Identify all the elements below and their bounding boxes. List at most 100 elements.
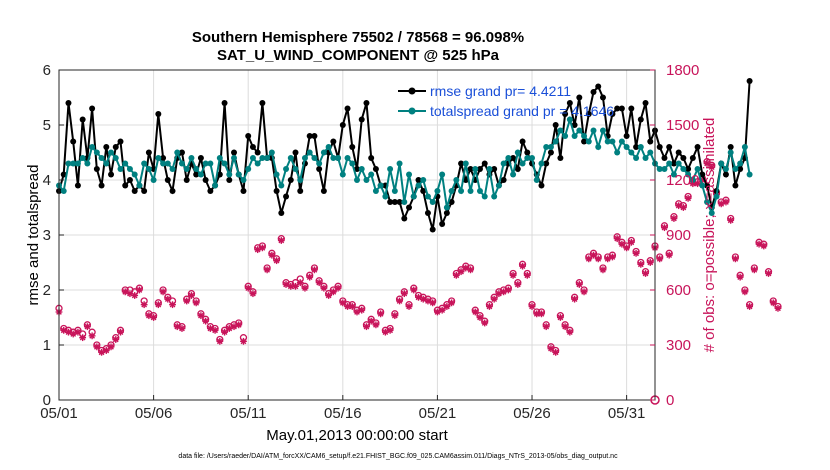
y-right-tick-label: 1800 bbox=[666, 62, 699, 79]
totalspread-point bbox=[519, 160, 526, 167]
rmse-point bbox=[595, 83, 602, 90]
obs-assimilated-point bbox=[486, 303, 493, 310]
totalspread-point bbox=[599, 127, 606, 134]
totalspread-point bbox=[566, 116, 573, 123]
rmse-point bbox=[368, 155, 375, 161]
totalspread-point bbox=[358, 166, 365, 172]
rmse-point bbox=[576, 94, 583, 101]
rmse-point bbox=[462, 177, 469, 183]
obs-assimilated-point bbox=[561, 323, 569, 331]
totalspread-point bbox=[212, 182, 219, 189]
obs-assimilated-point bbox=[400, 290, 408, 298]
rmse-point bbox=[240, 188, 247, 194]
obs-assimilated-point bbox=[192, 299, 200, 307]
rmse-point bbox=[221, 100, 228, 106]
totalspread-point bbox=[316, 160, 323, 167]
obs-assimilated-point bbox=[429, 299, 437, 307]
obs-assimilated-point bbox=[504, 286, 512, 294]
obs-assimilated-point bbox=[750, 266, 758, 274]
obs-assimilated-point bbox=[547, 345, 555, 353]
totalspread-point bbox=[500, 160, 507, 167]
obs-assimilated-point bbox=[760, 242, 768, 250]
totalspread-point bbox=[354, 177, 360, 183]
obs-assimilated-point bbox=[509, 271, 517, 279]
rmse-point bbox=[278, 210, 285, 216]
rmse-point bbox=[79, 116, 86, 123]
rmse-point bbox=[406, 204, 413, 211]
totalspread-point bbox=[472, 166, 479, 172]
totalspread-point bbox=[406, 171, 413, 178]
obs-assimilated-point bbox=[93, 343, 101, 351]
rmse-point bbox=[510, 155, 517, 161]
obs-assimilated-point bbox=[334, 284, 342, 292]
rmse-point bbox=[387, 199, 394, 205]
rmse-point bbox=[481, 160, 488, 167]
totalspread-point bbox=[524, 155, 531, 161]
totalspread-point bbox=[160, 160, 167, 167]
rmse-point bbox=[623, 133, 630, 139]
obs-assimilated-point bbox=[268, 251, 276, 259]
rmse-point bbox=[372, 166, 379, 172]
totalspread-point bbox=[259, 155, 266, 161]
totalspread-point bbox=[458, 188, 465, 194]
totalspread-point bbox=[79, 155, 86, 161]
totalspread-point bbox=[581, 133, 588, 139]
totalspread-point bbox=[685, 171, 692, 178]
obs-assimilated-point bbox=[448, 299, 456, 307]
obs-assimilated-point bbox=[765, 270, 772, 277]
rmse-point bbox=[283, 193, 290, 200]
obs-assimilated-point bbox=[221, 328, 228, 336]
totalspread-point bbox=[268, 149, 275, 156]
obs-assimilated-point bbox=[367, 317, 375, 325]
rmse-point bbox=[415, 177, 422, 183]
obs-assimilated-point bbox=[632, 249, 640, 257]
obs-assimilated-point bbox=[575, 281, 583, 288]
totalspread-point bbox=[108, 149, 115, 156]
chart-subtitle: SAT_U_WIND_COMPONENT @ 525 hPa bbox=[217, 47, 500, 64]
y-right-tick-label: 600 bbox=[666, 282, 691, 299]
rmse-point bbox=[666, 144, 673, 150]
obs-assimilated-point bbox=[741, 288, 749, 296]
rmse-point bbox=[628, 105, 635, 112]
rmse-point bbox=[467, 166, 474, 172]
obs-assimilated-point bbox=[377, 310, 385, 318]
totalspread-point bbox=[188, 155, 195, 161]
obs-assimilated-point bbox=[183, 297, 191, 305]
obs-assimilated-point bbox=[74, 328, 82, 336]
rmse-point bbox=[259, 100, 266, 106]
legend-rmse-marker bbox=[408, 87, 416, 95]
chart-title: Southern Hemisphere 75502 / 78568 = 96.0… bbox=[192, 29, 524, 46]
obs-assimilated-point bbox=[178, 325, 186, 332]
rmse-point bbox=[633, 144, 640, 150]
totalspread-point bbox=[330, 155, 337, 161]
totalspread-point bbox=[713, 193, 720, 200]
rmse-point bbox=[273, 188, 280, 194]
totalspread-point bbox=[254, 160, 261, 167]
totalspread-point bbox=[585, 138, 592, 145]
totalspread-point bbox=[529, 155, 536, 161]
totalspread-point bbox=[590, 127, 597, 134]
obs-assimilated-point bbox=[292, 282, 299, 290]
totalspread-point bbox=[60, 188, 67, 194]
obs-assimilated-point bbox=[727, 216, 735, 224]
totalspread-point bbox=[93, 149, 100, 156]
rmse-point bbox=[93, 166, 100, 172]
totalspread-point bbox=[297, 177, 304, 183]
totalspread-point bbox=[694, 166, 701, 172]
rmse-point bbox=[670, 160, 677, 167]
rmse-point bbox=[647, 138, 654, 145]
totalspread-point bbox=[552, 138, 559, 145]
rmse-point bbox=[216, 171, 223, 178]
obs-assimilated-point bbox=[566, 328, 574, 336]
totalspread-point bbox=[547, 144, 554, 150]
totalspread-point bbox=[344, 155, 351, 161]
rmse-point bbox=[581, 138, 588, 145]
totalspread-point bbox=[514, 149, 521, 156]
totalspread-point bbox=[287, 155, 294, 161]
obs-assimilated-point bbox=[670, 215, 678, 222]
obs-assimilated-point bbox=[358, 306, 366, 314]
totalspread-point bbox=[240, 177, 247, 183]
totalspread-point bbox=[642, 155, 649, 161]
data-file-footer: data file: /Users/raeder/DAI/ATM_forcXX/… bbox=[178, 453, 618, 460]
